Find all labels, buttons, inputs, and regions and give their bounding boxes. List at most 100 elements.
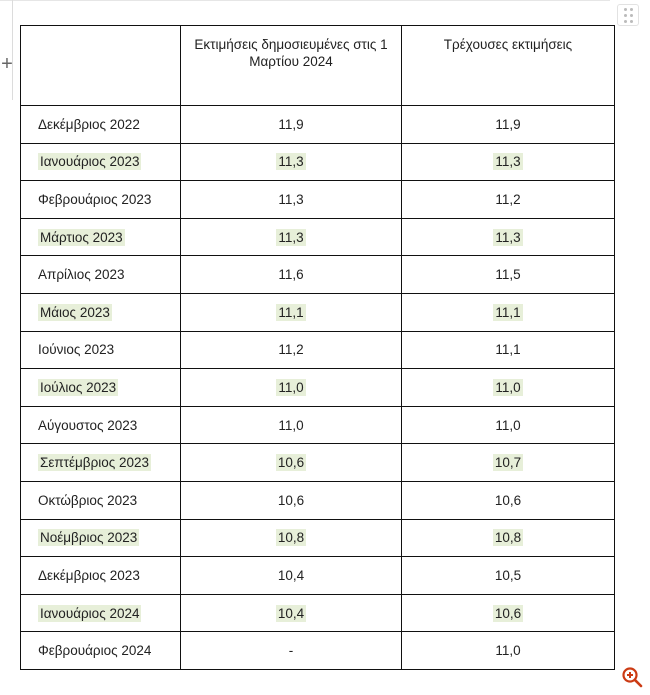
published-estimate-cell-text: 11,9 (278, 116, 304, 132)
month-cell: Σεπτέμβριος 2023 (20, 443, 181, 482)
table-row: Ιανουάριος 2023 11,3 11,3 (20, 142, 615, 182)
table-row: Μάρτιος 2023 11,3 11,3 (20, 217, 615, 257)
published-estimate-cell: 10,8 (180, 518, 402, 558)
month-cell: Νοέμβριος 2023 (20, 518, 181, 558)
drag-handle-icon[interactable] (617, 4, 639, 26)
month-cell-text: Ιανουάριος 2024 (38, 604, 142, 622)
published-estimate-cell: 11,2 (180, 330, 402, 370)
published-estimate-cell-text: 11,2 (278, 342, 304, 358)
current-estimate-cell: 11,3 (401, 142, 615, 182)
current-estimate-cell: 11,0 (401, 368, 615, 407)
current-estimate-cell-text: 11,0 (495, 643, 521, 659)
current-estimate-cell-text: 10,8 (492, 529, 524, 547)
published-estimate-cell-text: 11,1 (276, 303, 306, 321)
header-current-estimates: Τρέχουσες εκτιμήσεις (401, 25, 615, 106)
table-body: Δεκέμβριος 2022 11,9 11,9 Ιανουάριος 2023 11… (20, 105, 615, 670)
published-estimate-cell-text: 10,4 (277, 567, 305, 583)
current-estimate-cell-text: 11,9 (495, 116, 521, 132)
current-estimate-cell-text: 11,1 (495, 342, 521, 358)
current-estimate-cell: 10,6 (401, 480, 615, 520)
current-estimate-cell-text: 11,5 (495, 267, 521, 283)
table-row: Νοέμβριος 2023 10,8 10,8 (20, 518, 615, 558)
published-estimate-cell: 10,6 (180, 480, 402, 520)
table-row: Δεκέμβριος 2023 10,4 10,5 (20, 556, 615, 595)
month-cell: Δεκέμβριος 2022 (20, 105, 181, 144)
editor-top-rule (0, 0, 610, 1)
table-header-row: Εκτιμήσεις δημοσιευμένες στις 1 Μαρτίου … (20, 25, 615, 106)
month-cell: Δεκέμβριος 2023 (20, 556, 181, 595)
current-estimate-cell: 10,5 (401, 556, 615, 595)
current-estimate-cell-text: 10,6 (494, 492, 522, 508)
published-estimate-cell-text: 10,6 (277, 492, 305, 508)
month-cell: Ιανουάριος 2023 (20, 142, 181, 182)
table-row: Μάιος 2023 11,1 11,1 (20, 292, 615, 332)
month-cell: Φεβρουάριος 2023 (20, 180, 181, 219)
month-cell-text: Φεβρουάριος 2024 (38, 643, 152, 659)
month-cell-text: Μάρτιος 2023 (38, 228, 125, 246)
current-estimate-cell-text: 11,0 (493, 378, 523, 396)
published-estimate-cell: 10,4 (180, 593, 402, 633)
published-estimate-cell: 11,6 (180, 255, 402, 294)
month-cell-text: Μάιος 2023 (38, 303, 112, 321)
published-estimate-cell-text: 10,8 (275, 529, 307, 547)
table-row: Φεβρουάριος 2024 - 11,0 (20, 631, 615, 670)
published-estimate-cell: 10,4 (180, 556, 402, 595)
published-estimate-cell: 11,3 (180, 142, 402, 182)
current-estimate-cell: 10,6 (401, 593, 615, 633)
current-estimate-cell-text: 10,6 (492, 604, 524, 622)
month-cell: Οκτώβριος 2023 (20, 480, 181, 520)
table-row: Φεβρουάριος 2023 11,3 11,2 (20, 180, 615, 219)
current-estimate-cell-text: 10,5 (494, 567, 522, 583)
published-estimate-cell-text: 11,3 (276, 153, 306, 171)
current-estimate-cell-text: 11,3 (493, 228, 523, 246)
current-estimate-cell: 11,0 (401, 405, 615, 445)
published-estimate-cell: - (180, 631, 402, 670)
month-cell-text: Οκτώβριος 2023 (38, 492, 138, 508)
month-cell: Μάιος 2023 (20, 292, 181, 332)
month-cell: Ιανουάριος 2024 (20, 593, 181, 633)
published-estimate-cell-text: 11,0 (276, 378, 306, 396)
add-block-button[interactable]: + (1, 53, 13, 75)
month-cell: Ιούνιος 2023 (20, 330, 181, 370)
published-estimate-cell: 11,9 (180, 105, 402, 144)
header-month-cell (20, 25, 181, 106)
current-estimate-cell-text: 11,3 (493, 153, 523, 171)
table-row: Ιούλιος 2023 11,0 11,0 (20, 368, 615, 407)
current-estimate-cell: 11,1 (401, 292, 615, 332)
published-estimate-cell: 10,6 (180, 443, 402, 482)
estimates-table: Εκτιμήσεις δημοσιευμένες στις 1 Μαρτίου … (20, 25, 615, 670)
current-estimate-cell: 10,7 (401, 443, 615, 482)
published-estimate-cell: 11,0 (180, 368, 402, 407)
published-estimate-cell-text: 11,0 (278, 417, 304, 433)
published-estimate-cell: 11,0 (180, 405, 402, 445)
current-estimate-cell: 11,1 (401, 330, 615, 370)
table-row: Οκτώβριος 2023 10,6 10,6 (20, 480, 615, 520)
published-estimate-cell-text: 10,4 (275, 604, 307, 622)
published-estimate-cell-text: 11,3 (276, 228, 306, 246)
month-cell-text: Αύγουστος 2023 (38, 417, 138, 433)
month-cell-text: Σεπτέμβριος 2023 (38, 454, 152, 472)
month-cell: Απρίλιος 2023 (20, 255, 181, 294)
month-cell: Αύγουστος 2023 (20, 405, 181, 445)
month-cell: Μάρτιος 2023 (20, 217, 181, 257)
table-row: Απρίλιος 2023 11,6 11,5 (20, 255, 615, 294)
month-cell-text: Απρίλιος 2023 (38, 267, 125, 283)
header-published-estimates: Εκτιμήσεις δημοσιευμένες στις 1 Μαρτίου … (180, 25, 402, 106)
editor-gutter (0, 0, 13, 100)
month-cell-text: Φεβρουάριος 2023 (38, 191, 152, 207)
published-estimate-cell-text: - (288, 643, 294, 659)
published-estimate-cell: 11,1 (180, 292, 402, 332)
current-estimate-cell: 10,8 (401, 518, 615, 558)
zoom-in-icon[interactable] (621, 666, 643, 688)
current-estimate-cell: 11,0 (401, 631, 615, 670)
current-estimate-cell: 11,2 (401, 180, 615, 219)
current-estimate-cell: 11,9 (401, 105, 615, 144)
current-estimate-cell: 11,3 (401, 217, 615, 257)
table-row: Αύγουστος 2023 11,0 11,0 (20, 405, 615, 445)
month-cell: Ιούλιος 2023 (20, 368, 181, 407)
published-estimate-cell: 11,3 (180, 180, 402, 219)
published-estimate-cell-text: 11,6 (278, 267, 304, 283)
month-cell-text: Ιούλιος 2023 (38, 378, 119, 396)
month-cell-text: Δεκέμβριος 2023 (38, 567, 140, 583)
table-row: Δεκέμβριος 2022 11,9 11,9 (20, 105, 615, 144)
